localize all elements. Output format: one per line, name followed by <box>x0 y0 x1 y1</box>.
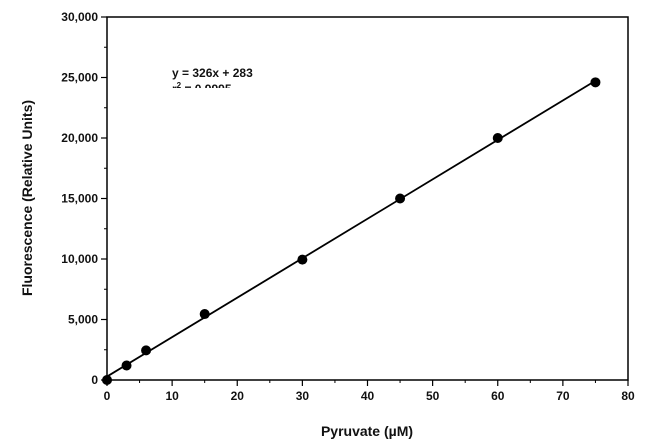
data-point <box>590 77 601 88</box>
x-tick-label: 80 <box>621 389 635 403</box>
r-squared-superscript: 2 <box>177 81 182 90</box>
y-axis: 0 5,000 10,000 15,000 20,000 25,000 30,000 <box>61 10 107 387</box>
y-axis-title: Fluorescence (Relative Units) <box>19 100 35 296</box>
fit-line <box>106 79 596 378</box>
y-tick-label: 15,000 <box>61 192 98 206</box>
r-squared-label: r2 = 0.9995 <box>172 81 232 96</box>
y-tick-label: 20,000 <box>61 131 98 145</box>
x-axis: 0 10 20 30 40 50 60 70 80 <box>104 380 635 403</box>
x-tick-label: 30 <box>296 389 310 403</box>
fit-equation: y = 326x + 283 <box>172 66 253 80</box>
y-tick-label: 25,000 <box>61 71 98 85</box>
data-point <box>492 133 503 143</box>
fit-line-layer <box>106 79 596 378</box>
y-tick-label: 10,000 <box>61 252 98 266</box>
x-tick-label: 50 <box>426 389 440 403</box>
x-axis-title: Pyruvate (µM) <box>321 423 413 439</box>
data-point <box>121 360 132 371</box>
y-tick-label: 30,000 <box>61 10 98 24</box>
data-point <box>199 309 210 320</box>
x-tick-label: 70 <box>556 389 570 403</box>
data-points <box>102 77 601 385</box>
data-point <box>395 193 406 204</box>
x-tick-label: 40 <box>361 389 375 403</box>
y-tick-label: 0 <box>91 373 98 387</box>
data-point <box>102 375 112 385</box>
x-tick-label: 0 <box>104 389 111 403</box>
r-squared-clip: r2 = 0.9995 <box>172 81 232 96</box>
x-tick-label: 20 <box>231 389 245 403</box>
data-point <box>141 345 152 356</box>
y-tick-label: 5,000 <box>68 313 98 327</box>
data-point <box>297 254 308 265</box>
x-tick-label: 60 <box>491 389 505 403</box>
x-tick-label: 10 <box>165 389 179 403</box>
